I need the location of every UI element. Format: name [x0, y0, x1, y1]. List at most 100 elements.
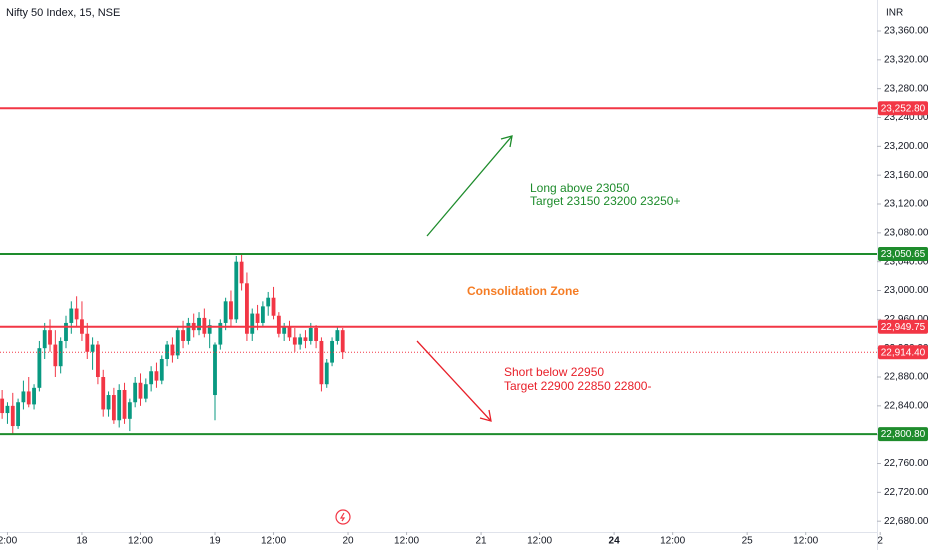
candle-body: [298, 337, 303, 345]
candle-body: [74, 308, 79, 320]
candle-body: [90, 344, 95, 352]
x-tick-label: 12:00: [793, 536, 818, 547]
level-label: 22,949.75: [881, 322, 926, 333]
level-label: 23,252.80: [881, 103, 926, 114]
x-tick-label: 12:00: [527, 536, 552, 547]
y-tick-label: 23,160.00: [884, 170, 929, 181]
x-tick-label: 12:00: [128, 536, 153, 547]
x-tick-label: 12:00: [660, 536, 685, 547]
y-tick-label: 23,320.00: [884, 54, 929, 65]
y-tick-label: 22,760.00: [884, 458, 929, 469]
candle-body: [111, 395, 116, 421]
candle-body: [175, 330, 180, 356]
candle-body: [335, 330, 340, 341]
y-tick-label: 23,080.00: [884, 227, 929, 238]
x-tick-label: 24: [609, 536, 621, 547]
x-tick-label: 19: [209, 536, 221, 547]
candle-body: [58, 340, 63, 367]
candle-body: [250, 313, 255, 334]
candle-body: [53, 344, 58, 367]
annotation: Target 22900 22850 22800-: [504, 379, 651, 393]
candle-body: [330, 340, 334, 363]
candle-body: [218, 322, 223, 345]
level-label-box: [878, 345, 928, 360]
level-label: 23,050.65: [881, 249, 926, 260]
candle-body: [69, 308, 74, 323]
y-tick-label: 22,880.00: [884, 372, 929, 383]
candle-body: [170, 344, 175, 356]
level-label-box: [878, 101, 928, 116]
candle-body: [5, 405, 10, 414]
x-tick-label: 12:00: [261, 536, 286, 547]
y-tick-label: 22,840.00: [884, 400, 929, 411]
candle-body: [32, 387, 36, 405]
candle-body: [101, 377, 106, 410]
candle-body: [48, 330, 52, 345]
candle-body: [197, 317, 201, 331]
annotation: Long above 23050: [530, 181, 630, 195]
candle-body: [10, 405, 15, 427]
y-tick-label: 23,200.00: [884, 141, 929, 152]
candle-body: [159, 358, 164, 381]
candle-body: [117, 389, 122, 421]
candle-body: [287, 326, 292, 338]
candle-body: [245, 283, 249, 334]
annotation: Target 23150 23200 23250+: [530, 194, 680, 208]
candle-body: [149, 371, 154, 385]
y-tick-label: 22,960.00: [884, 314, 929, 325]
candle-body: [106, 395, 111, 410]
level-label: 22,914.40: [881, 347, 926, 358]
candle-body: [303, 337, 308, 341]
y-tick-label: 23,360.00: [884, 26, 929, 37]
replay-icon[interactable]: [335, 509, 351, 525]
y-tick-label: 23,120.00: [884, 199, 929, 210]
candle-body: [207, 325, 212, 334]
candle-body: [308, 327, 313, 341]
x-tick-label: 21: [476, 536, 488, 547]
candle-body: [26, 391, 31, 405]
x-tick-label: 20: [342, 536, 354, 547]
candle-body: [282, 326, 287, 334]
candle-body: [64, 322, 68, 341]
candle-body: [165, 344, 170, 359]
candle-body: [181, 330, 185, 341]
level-label-box: [878, 427, 928, 442]
candle-body: [314, 327, 319, 341]
x-tick-label: 18: [76, 536, 88, 547]
y-tick-label: 23,040.00: [884, 256, 929, 267]
candle-body: [37, 348, 42, 388]
candle-body: [319, 340, 324, 385]
candle-body: [292, 337, 297, 345]
y-tick-label: 22,680.00: [884, 516, 929, 527]
annotation: Consolidation Zone: [467, 284, 579, 298]
x-tick-label: 12:00: [394, 536, 419, 547]
annotation: Short below 22950: [504, 365, 604, 379]
x-tick-label: 2:00: [0, 536, 18, 547]
candle-body: [138, 382, 143, 399]
candle-body: [234, 261, 239, 320]
candle-body: [255, 313, 260, 323]
candle-body: [122, 389, 127, 419]
arrow-up: [426, 135, 513, 237]
candle-body: [239, 261, 244, 284]
currency-label: INR: [886, 8, 903, 19]
level-label-box: [878, 246, 928, 261]
candle-body: [276, 315, 281, 334]
candle-body: [271, 297, 276, 316]
candle-body: [213, 344, 217, 396]
candle-body: [21, 391, 26, 403]
x-tick-label: 2: [877, 536, 883, 547]
candle-body: [340, 330, 345, 353]
candle-body: [96, 344, 100, 378]
candle-body: [16, 402, 21, 427]
candle-body: [127, 402, 132, 419]
candle-body: [266, 297, 271, 307]
level-label: 22,800.80: [881, 429, 926, 440]
candle-body: [260, 306, 265, 323]
candle-body: [186, 322, 191, 341]
candle-body: [143, 384, 148, 399]
chart-title: Nifty 50 Index, 15, NSE: [6, 7, 120, 19]
